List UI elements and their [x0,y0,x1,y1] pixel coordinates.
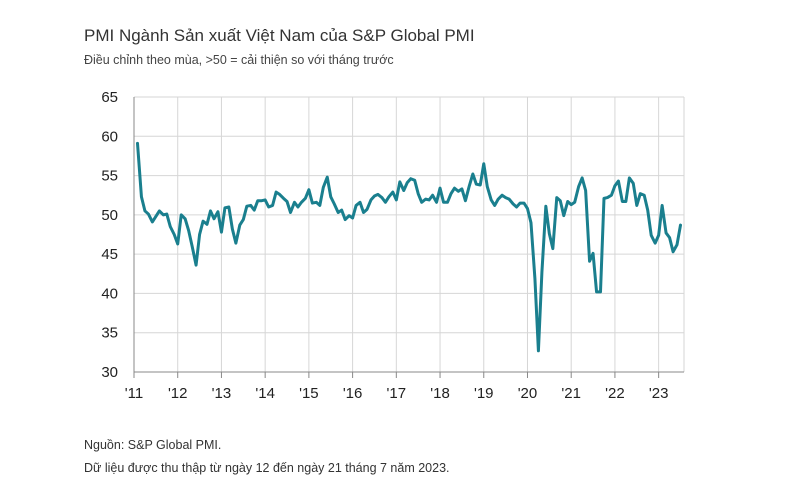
x-tick-label: '14 [255,385,275,402]
chart-title: PMI Ngành Sản xuất Việt Nam của S&P Glob… [84,26,475,45]
x-tick-label: '11 [125,385,143,402]
x-tick-label: '15 [299,385,319,402]
x-tick-label: '13 [212,385,232,402]
x-tick-label: '18 [430,385,450,402]
chart-subtitle: Điều chỉnh theo mùa, >50 = cải thiện so … [84,53,394,67]
y-tick-label: 35 [101,325,118,342]
x-tick-label: '12 [168,385,188,402]
y-tick-label: 50 [101,207,118,224]
y-tick-label: 65 [101,89,118,106]
series-layer [136,141,682,353]
x-tick-label: '19 [474,385,494,402]
y-tick-label: 55 [101,168,118,185]
source-note: Nguồn: S&P Global PMI. [84,438,222,452]
x-tick-label: '16 [343,385,363,402]
y-tick-label: 60 [101,128,118,145]
x-tick-label: '21 [561,385,581,402]
tick-labels: 30 35 40 45 50 55 60 65 '11 '12 '13 '14 '15 '16 '17 '18… [101,89,668,402]
x-tick-label: '20 [518,385,538,402]
collection-note: Dữ liệu được thu thập từ ngày 12 đến ngà… [84,461,450,475]
x-tick-label: '22 [605,385,625,402]
y-tick-label: 45 [101,246,118,263]
axes [133,97,684,378]
x-tick-label: '17 [387,385,407,402]
y-tick-label: 30 [101,364,118,381]
y-tick-label: 40 [101,285,118,302]
x-tick-label: '23 [649,385,669,402]
pmi-series-line [136,141,682,353]
